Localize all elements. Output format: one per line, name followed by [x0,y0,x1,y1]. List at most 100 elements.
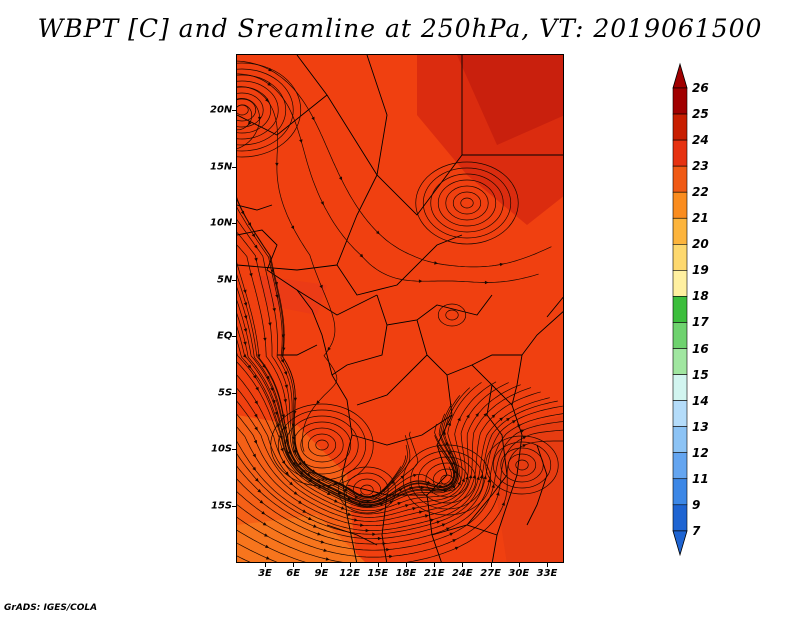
border-line-0 [237,229,358,562]
lat-tick [232,279,236,281]
lon-label: 27E [480,568,501,579]
streamline-arrow [317,532,322,536]
streamline-arrow [274,411,278,416]
lon-tick [490,563,492,567]
lon-label: 6E [286,568,301,579]
streamline-arrow [354,518,358,522]
streamline-arrow [445,441,449,446]
vortex-ring-6 [445,309,459,321]
streamline-33 [237,542,278,562]
streamline-arrow [254,400,258,405]
vortex-ring-5 [507,453,537,477]
streamline-arrow [448,450,452,455]
vortex-ring-1 [460,197,474,209]
streamline-arrow [499,262,504,267]
streamline-26 [237,400,558,535]
colorbar-label: 20 [692,237,709,252]
streamline-18 [237,352,471,507]
streamline-1 [237,73,539,283]
streamline-arrow [254,426,258,431]
lat-label: 10N [210,217,233,229]
streamline-arrow [496,491,500,496]
streamline-arrow [268,322,272,327]
streamline-arrow [308,478,313,483]
border-line-16 [351,414,453,446]
lon-tick [377,563,379,567]
streamline-arrow [447,421,452,426]
streamline-arrow [501,501,505,506]
streamline-arrow [441,523,446,527]
streamline-arrow [293,491,298,495]
streamline-arrow [308,516,313,520]
colorbar-label: 7 [692,523,701,538]
border-line-13 [416,319,513,406]
colorbar-label: 24 [692,133,709,148]
lon-tick [293,563,295,567]
streamline-arrow [272,399,276,404]
colorbar-swatch [672,400,688,427]
streamline-arrow [483,412,488,417]
streamline-arrow [377,536,382,541]
streamline-arrow [282,347,286,352]
colorbar-swatch [672,426,688,453]
streamline-arrow [413,473,417,478]
vortex-ring-3 [345,472,389,508]
colorbar-label: 26 [692,81,709,95]
streamline-arrow [284,384,288,389]
streamline-arrow [265,556,270,560]
streamline-arrow [275,294,279,299]
streamline-arrow [265,544,270,548]
streamline-arrow [476,476,480,480]
streamline-arrow [254,413,258,418]
streamline-arrow [299,139,303,144]
streamline-arrow [262,364,266,369]
streamline-arrow [398,488,403,492]
colorbar-swatch [672,165,688,193]
vortex-ring-5 [500,447,544,483]
vortex-ring-2 [270,403,374,487]
streamline-arrow [487,478,491,483]
colorbar-swatch [672,296,688,323]
colorbar-swatch [672,322,688,349]
lon-tick [434,563,436,567]
temperature-patches [237,55,563,562]
colorbar-label: 18 [692,289,709,304]
streamline-arrow [254,257,258,262]
colorbar-swatch [672,113,688,141]
streamline-arrow [454,546,459,550]
streamline-arrow [261,511,266,515]
streamline-arrow [424,514,429,518]
streamline-arrow [468,474,473,479]
streamline-arrow [325,557,330,561]
streamline-arrow [289,481,294,486]
streamline-arrow [280,447,284,452]
streamline-arrow [247,121,252,126]
streamline-arrow [257,116,262,121]
colorbar-label: 25 [692,107,709,122]
colorbar-swatch [672,191,688,219]
border-line-12 [331,324,388,376]
streamline-arrow [253,374,257,379]
streamline-arrow [434,261,438,265]
lat-tick [232,223,236,224]
streamline-arrow [506,417,510,422]
streamline-arrow [255,478,259,482]
streamline-arrow [243,341,247,346]
lon-tick [518,563,520,567]
streamline-arrow [420,485,425,490]
streamline-arrow [298,461,302,466]
streamline-arrow [483,475,487,480]
streamline-9 [237,231,419,500]
lat-label: 10S [211,443,233,455]
streamline-arrow [520,429,525,433]
streamline-arrow [262,522,267,526]
map-title: WBPT [C] and Sreamline at 250hPa, VT: 20… [37,14,763,43]
streamline-arrow [333,481,338,485]
streamline-arrow [274,281,278,286]
lon-tick [265,563,266,567]
streamline-arrow [313,524,317,528]
streamline-arrow [418,510,423,514]
lon-label: 12E [339,568,360,579]
streamline-arrow [319,284,323,289]
streamline-arrow [449,532,454,536]
